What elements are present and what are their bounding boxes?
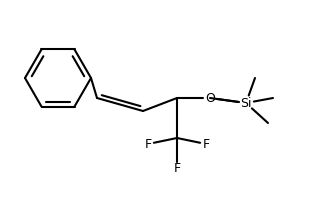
Text: Si: Si <box>240 96 252 110</box>
Text: F: F <box>145 137 152 151</box>
Text: F: F <box>203 137 210 151</box>
Text: F: F <box>173 162 181 174</box>
Text: O: O <box>205 91 215 104</box>
